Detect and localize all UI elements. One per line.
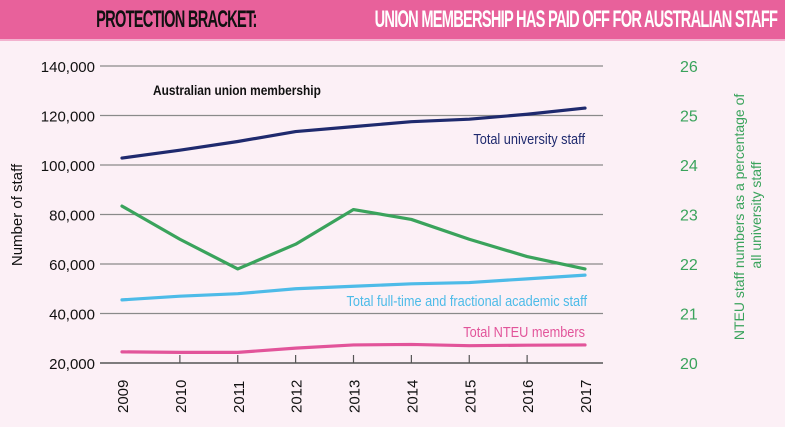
y2-tick-label: 25 (680, 109, 698, 126)
series-label: Total NTEU members (463, 323, 585, 340)
x-tick-label: 2010 (173, 380, 190, 413)
x-tick-label: 2013 (347, 380, 364, 413)
headline-bold: PROTECTION BRACKET: (96, 5, 257, 33)
y2-tick-label: 26 (680, 59, 698, 76)
series-label: Total full-time and fractional academic … (347, 292, 588, 309)
x-tick-label: 2014 (404, 380, 421, 413)
series-label: Total university staff (473, 130, 585, 147)
y-tick-label: 60,000 (49, 257, 95, 274)
y-tick-label: 40,000 (49, 307, 95, 324)
y2-tick-label: 24 (680, 158, 698, 175)
chart-title: Australian union membership (153, 82, 321, 98)
y-tick-label: 120,000 (41, 109, 95, 126)
x-tick-label: 2016 (520, 380, 537, 413)
y2-axis-label-line2: all university staff (748, 161, 764, 268)
y-tick-label: 100,000 (41, 158, 95, 175)
x-tick-label: 2012 (289, 380, 306, 413)
series-line (120, 204, 587, 271)
y2-tick-label: 20 (680, 356, 698, 373)
x-tick-label: 2009 (115, 380, 132, 413)
x-tick-label: 2017 (578, 380, 595, 413)
y-tick-label: 80,000 (49, 208, 95, 225)
series-line (120, 106, 587, 160)
y2-axis-label: NTEU staff numbers as a percentage of al… (731, 90, 764, 340)
y-axis-label: Number of staff (9, 163, 26, 266)
series-line (120, 273, 587, 302)
y2-axis-label-line1: NTEU staff numbers as a percentage of (731, 94, 747, 341)
y2-tick-label: 22 (680, 257, 698, 274)
y2-tick-label: 23 (680, 208, 698, 225)
headline-rest: UNION MEMBERSHIP HAS PAID OFF FOR AUSTRA… (371, 5, 777, 33)
y-tick-label: 20,000 (49, 356, 95, 373)
chart-headline: PROTECTION BRACKET: UNION MEMBERSHIP HAS… (51, 5, 778, 34)
y-tick-label: 140,000 (41, 59, 95, 76)
title-banner: PROTECTION BRACKET: UNION MEMBERSHIP HAS… (0, 0, 785, 41)
x-tick-label: 2015 (462, 380, 479, 413)
y2-tick-label: 21 (680, 307, 698, 324)
series-line (120, 342, 587, 354)
x-tick-label: 2011 (231, 381, 248, 413)
